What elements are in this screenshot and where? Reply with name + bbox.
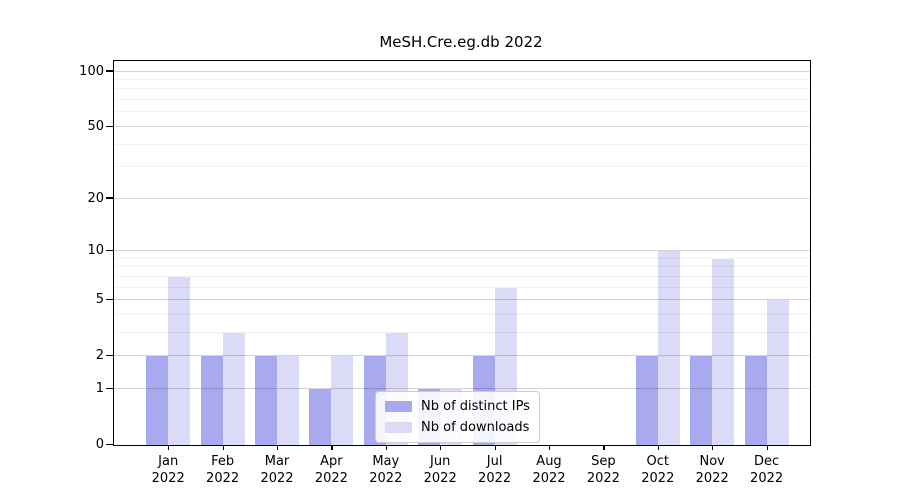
x-tick-label: Sep 2022	[586, 454, 620, 486]
y-tick	[106, 387, 114, 389]
y-tick-label: 20	[87, 190, 104, 206]
x-tick-label: Jun 2022	[423, 454, 457, 486]
x-tick	[766, 445, 768, 450]
major-gridline	[114, 125, 810, 127]
minor-gridline	[114, 266, 810, 268]
minor-gridline	[114, 78, 810, 80]
y-tick	[106, 443, 114, 445]
minor-gridline	[114, 331, 810, 333]
x-tick-label: Jul 2022	[478, 454, 512, 486]
y-tick-label: 5	[95, 292, 104, 307]
y-tick	[106, 354, 114, 357]
bar-downloads	[277, 356, 299, 445]
minor-gridline	[114, 313, 810, 315]
x-tick-label: Mar 2022	[260, 454, 294, 486]
x-tick	[385, 445, 388, 450]
x-tick-label: Dec 2022	[750, 454, 784, 486]
x-tick	[603, 445, 605, 450]
legend: Nb of distinct IPs Nb of downloads	[375, 391, 540, 443]
minor-gridline	[114, 111, 810, 113]
bar-distinct-ips	[309, 388, 332, 445]
minor-gridline	[114, 166, 810, 168]
x-tick-label: May 2022	[369, 454, 403, 486]
x-tick	[657, 445, 660, 450]
plot-area: Nb of distinct IPs Nb of downloads Jan 20…	[79, 60, 811, 486]
x-tick	[168, 445, 170, 450]
minor-gridline	[114, 257, 810, 259]
legend-swatch-distinct-ips	[385, 400, 412, 412]
chart-title: MeSH.Cre.eg.db 2022	[379, 33, 543, 51]
y-tick	[106, 197, 114, 199]
y-tick	[106, 298, 114, 300]
bar-downloads	[222, 332, 245, 445]
bar-distinct-ips	[635, 356, 658, 445]
y-tick-label: 0	[95, 437, 104, 452]
major-gridline	[114, 197, 810, 199]
x-tick-label: Aug 2022	[532, 454, 566, 486]
minor-gridline	[114, 143, 810, 145]
bar-distinct-ips	[146, 356, 169, 445]
legend-swatch-downloads	[385, 421, 412, 433]
y-tick	[106, 125, 114, 127]
x-tick	[440, 445, 442, 450]
bar-downloads	[766, 300, 789, 445]
y-tick	[106, 249, 114, 251]
minor-gridline	[114, 275, 810, 277]
y-tick-label: 10	[87, 242, 104, 258]
x-tick	[549, 445, 551, 450]
y-tick-label: 100	[79, 63, 104, 79]
legend-item-downloads: Nb of downloads	[385, 418, 530, 436]
x-tick	[277, 445, 279, 450]
minor-gridline	[114, 88, 810, 90]
legend-item-distinct-ips: Nb of distinct IPs	[385, 397, 530, 415]
bar-downloads	[331, 356, 354, 445]
x-tick	[222, 445, 224, 450]
minor-gridline	[114, 99, 810, 100]
major-gridline	[114, 249, 810, 251]
x-tick-label: Nov 2022	[695, 454, 729, 486]
bar-downloads	[168, 276, 191, 445]
x-tick-label: Feb 2022	[206, 454, 240, 486]
major-gridline	[114, 299, 810, 300]
bar-distinct-ips	[744, 356, 767, 445]
y-tick	[106, 70, 114, 72]
minor-gridline	[114, 286, 810, 288]
bar-distinct-ips	[200, 356, 223, 445]
legend-label-downloads: Nb of downloads	[421, 419, 530, 435]
x-tick-label: Jan 2022	[151, 454, 185, 486]
bar-downloads	[712, 258, 735, 445]
y-tick-label: 2	[95, 348, 104, 364]
bar-downloads	[657, 250, 680, 445]
y-tick-label: 1	[95, 380, 104, 396]
x-tick	[712, 445, 714, 450]
y-tick-label: 50	[87, 118, 104, 134]
x-tick-label: Apr 2022	[314, 454, 348, 486]
major-gridline	[114, 70, 810, 72]
x-tick-label: Oct 2022	[641, 454, 675, 486]
x-tick	[494, 445, 496, 450]
bar-distinct-ips	[690, 356, 713, 445]
legend-label-distinct-ips: Nb of distinct IPs	[421, 398, 530, 414]
bar-distinct-ips	[255, 356, 277, 445]
x-tick	[331, 445, 333, 450]
